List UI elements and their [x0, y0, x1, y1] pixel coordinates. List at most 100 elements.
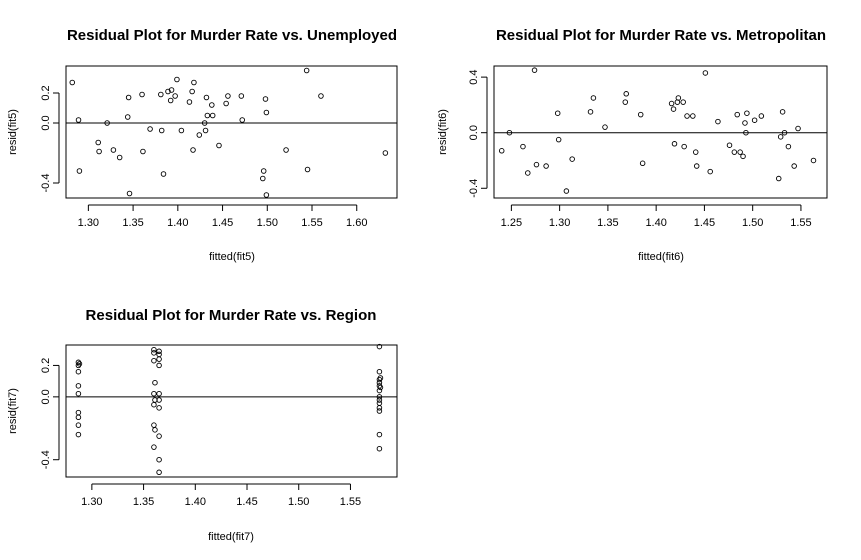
y-tick-label: -0.4 — [40, 174, 52, 193]
data-point — [304, 166, 311, 173]
data-point — [156, 405, 162, 411]
data-point — [125, 94, 132, 101]
data-point — [156, 456, 162, 463]
data-point — [781, 129, 788, 136]
y-tick-label: 0.0 — [468, 125, 480, 140]
x-tick-label: 1.45 — [236, 496, 257, 508]
data-point — [775, 175, 782, 182]
data-point — [156, 433, 162, 439]
data-point — [178, 127, 185, 134]
data-point — [216, 142, 222, 149]
data-point — [743, 129, 749, 136]
data-point — [734, 111, 740, 118]
data-point — [140, 148, 146, 155]
data-point — [506, 129, 513, 136]
x-tick-label: 1.50 — [288, 496, 309, 508]
data-point — [158, 91, 164, 98]
data-point — [76, 168, 83, 174]
data-point — [740, 153, 746, 160]
chart-title: Residual Plot for Murder Rate vs. Region — [86, 307, 377, 324]
data-point — [675, 95, 682, 101]
data-point — [525, 170, 531, 176]
data-point — [75, 431, 82, 438]
data-point — [376, 405, 383, 411]
data-point — [95, 139, 101, 146]
data-point — [110, 147, 117, 153]
data-point — [238, 93, 245, 99]
x-tick-label: 1.55 — [301, 217, 322, 229]
x-tick-label: 1.35 — [597, 217, 618, 229]
x-axis: 1.25 1.30 1.35 1.40 1.45 1.50 1.55 — [501, 204, 812, 229]
data-point — [126, 190, 133, 197]
y-tick-label: 0.4 — [468, 69, 480, 84]
y-tick-label: 0.0 — [40, 115, 52, 130]
x-tick-label: 1.50 — [257, 217, 278, 229]
data-point — [670, 106, 677, 112]
data-point — [791, 163, 797, 169]
plot-frame — [493, 65, 828, 199]
data-point — [318, 93, 324, 99]
data-point — [690, 113, 696, 119]
plot-panel-unemployed: Residual Plot for Murder Rate vs. Unempl… — [7, 27, 398, 263]
chart-title: Residual Plot for Murder Rate vs. Metrop… — [496, 27, 826, 44]
data-point — [75, 409, 82, 416]
data-point — [587, 109, 594, 115]
data-point — [239, 117, 245, 123]
data-point — [151, 444, 157, 450]
data-point — [569, 156, 575, 162]
data-point — [554, 110, 561, 116]
data-point — [167, 97, 174, 104]
data-point — [637, 111, 644, 118]
data-point — [260, 175, 266, 182]
data-point — [156, 397, 162, 403]
data-point — [533, 161, 540, 168]
y-axis: -0.4 0.0 0.2 — [40, 85, 60, 193]
data-point — [693, 163, 700, 169]
data-point — [263, 192, 270, 198]
data-point — [680, 99, 686, 105]
data-point — [201, 120, 208, 126]
data-point — [147, 126, 153, 132]
data-point — [785, 143, 792, 150]
data-point — [151, 346, 157, 353]
x-tick-label: 1.45 — [694, 217, 715, 229]
data-point — [622, 99, 629, 105]
data-point — [751, 117, 758, 123]
data-point — [69, 79, 76, 86]
data-point — [75, 422, 82, 428]
chart-title: Residual Plot for Murder Rate vs. Unempl… — [67, 27, 397, 44]
data-point — [172, 93, 178, 99]
data-point — [283, 147, 289, 153]
x-tick-label: 1.35 — [122, 217, 143, 229]
data-point — [531, 67, 538, 73]
data-point — [590, 95, 597, 101]
data-point — [744, 110, 750, 116]
data-point — [168, 87, 175, 93]
data-point — [731, 149, 738, 155]
x-axis-label: fitted(fit6) — [638, 251, 684, 263]
y-tick-label: -0.4 — [40, 450, 52, 469]
data-point — [376, 394, 383, 400]
data-point — [726, 142, 733, 148]
data-point — [376, 397, 383, 403]
data-point — [151, 390, 157, 397]
data-point — [76, 361, 83, 367]
data-point — [151, 357, 157, 364]
data-point — [543, 163, 549, 169]
data-point — [684, 113, 690, 119]
plot-panel-region: Residual Plot for Murder Rate vs. Region… — [7, 307, 398, 543]
data-point — [715, 118, 721, 125]
data-point — [191, 79, 197, 86]
data-point — [209, 112, 216, 119]
data-point — [692, 149, 699, 155]
data-point — [376, 408, 383, 414]
data-point — [671, 141, 678, 147]
data-point — [602, 124, 608, 130]
data-point — [156, 348, 162, 355]
data-point — [681, 143, 687, 150]
data-point — [779, 109, 786, 115]
data-point — [189, 88, 195, 95]
data-point — [758, 113, 765, 119]
data-point — [190, 147, 196, 153]
